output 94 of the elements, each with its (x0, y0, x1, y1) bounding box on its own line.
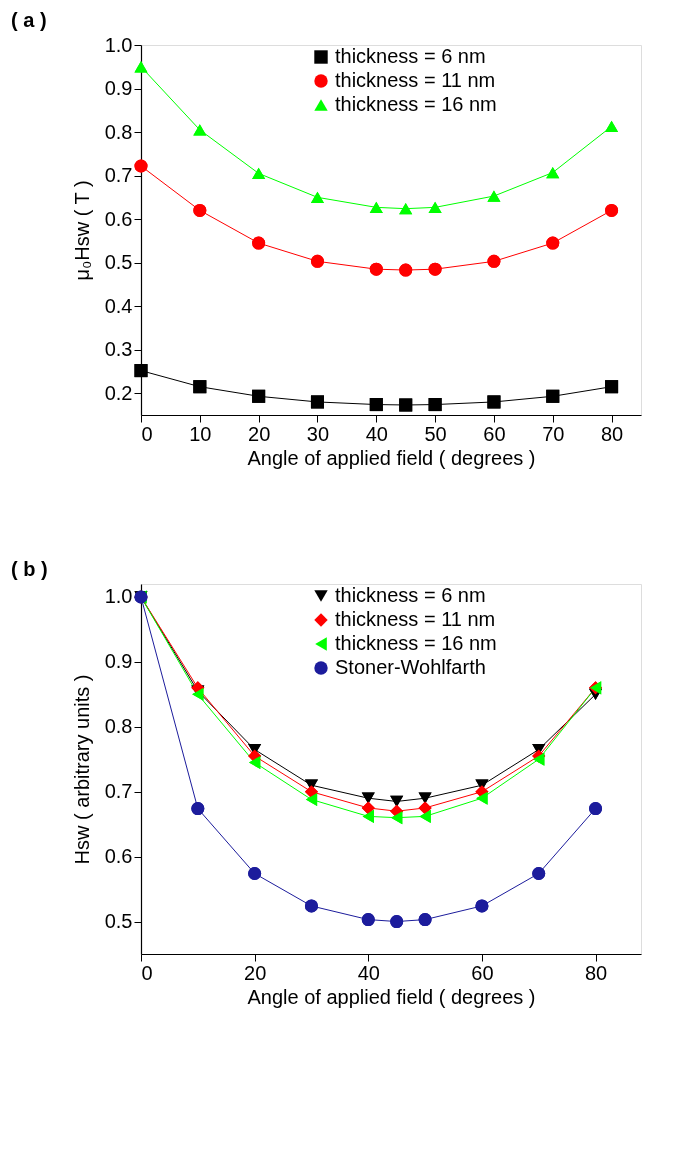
point (390, 915, 404, 929)
point (252, 389, 266, 403)
y-tick-label: 0.7 (104, 780, 133, 803)
point (193, 124, 207, 136)
y-tick-label: 1.0 (104, 33, 133, 56)
y-tick-label: 0.3 (104, 338, 133, 361)
x-axis-title: Angle of applied field ( degrees ) (247, 446, 536, 469)
point (192, 687, 204, 701)
point (391, 811, 403, 825)
legend-label: thickness = 16 nm (335, 632, 497, 654)
point (399, 203, 413, 215)
x-tick-label: 50 (424, 422, 447, 445)
point (546, 166, 560, 179)
point (361, 913, 375, 927)
y-tick-label: 0.9 (104, 77, 133, 100)
legend-label: thickness = 6 nm (335, 45, 486, 67)
y-tick-label: 0.5 (104, 251, 133, 274)
point (310, 395, 324, 409)
point (546, 389, 560, 403)
legend-label: thickness = 11 nm (335, 69, 496, 91)
point (487, 190, 501, 202)
x-axis-title: Angle of applied field ( degrees ) (247, 985, 536, 1008)
y-tick-label: 0.5 (104, 910, 133, 933)
x-tick-label: 20 (248, 422, 271, 445)
x-tick-label: 0 (141, 422, 153, 445)
x-tick-label: 40 (357, 961, 380, 984)
y-axis-title: Hsw ( arbitrary units ) (70, 674, 93, 865)
y-tick-label: 0.7 (104, 164, 133, 187)
y-tick-label: 0.8 (104, 120, 133, 143)
point (390, 795, 404, 808)
point (419, 809, 431, 823)
point (134, 159, 148, 173)
point (193, 380, 207, 394)
point (361, 792, 375, 804)
point (252, 236, 266, 250)
point (428, 201, 442, 214)
point (310, 254, 324, 268)
chart-title: ( b ) (11, 558, 48, 580)
y-tick-label: 0.6 (104, 845, 133, 868)
x-tick-label: 0 (141, 961, 153, 984)
y-tick-label: 0.4 (104, 294, 133, 317)
point (248, 755, 261, 770)
point (134, 364, 148, 378)
y-tick-label: 0.9 (104, 650, 133, 673)
point (605, 120, 619, 133)
point (252, 167, 266, 180)
point (487, 254, 501, 268)
point (362, 809, 374, 823)
x-tick-label: 10 (189, 422, 212, 445)
point (589, 802, 603, 816)
y-tick-label: 0.2 (104, 381, 133, 404)
y-axis-title: μ₀Hsw ( T ) (70, 180, 93, 281)
legend-label: Stoner-Wohlfarth (335, 656, 486, 678)
point (304, 785, 318, 799)
point (248, 867, 262, 881)
legend-label: thickness = 16 nm (335, 93, 497, 115)
x-tick-label: 70 (542, 422, 565, 445)
x-tick-label: 80 (584, 961, 608, 984)
point (191, 802, 205, 816)
point (369, 398, 383, 412)
point (369, 201, 383, 214)
point (475, 899, 489, 913)
x-tick-label: 30 (306, 422, 330, 445)
point (369, 262, 383, 276)
y-tick-label: 1.0 (104, 585, 133, 608)
x-tick-label: 60 (483, 422, 506, 445)
point (487, 395, 501, 409)
point (476, 791, 488, 805)
point (399, 263, 413, 277)
x-tick-label: 80 (600, 422, 624, 445)
point (305, 792, 318, 807)
point (546, 236, 560, 250)
point (361, 801, 375, 815)
point (605, 380, 619, 394)
point (428, 262, 442, 276)
y-tick-label: 0.8 (104, 715, 133, 738)
point (304, 899, 318, 913)
point (418, 792, 432, 804)
point (418, 801, 432, 815)
point (134, 61, 148, 73)
point (428, 398, 442, 412)
point (310, 191, 324, 203)
x-tick-label: 40 (365, 422, 388, 445)
x-tick-label: 20 (244, 961, 267, 984)
legend-label: thickness = 11 nm (335, 608, 496, 630)
y-tick-label: 0.6 (104, 207, 133, 230)
point (418, 913, 432, 927)
point (193, 203, 207, 217)
point (532, 867, 546, 881)
x-tick-label: 60 (471, 961, 494, 984)
legend-label: thickness = 6 nm (335, 584, 486, 606)
chart-title: ( a ) (11, 9, 47, 31)
point (605, 203, 619, 217)
point (399, 398, 413, 412)
